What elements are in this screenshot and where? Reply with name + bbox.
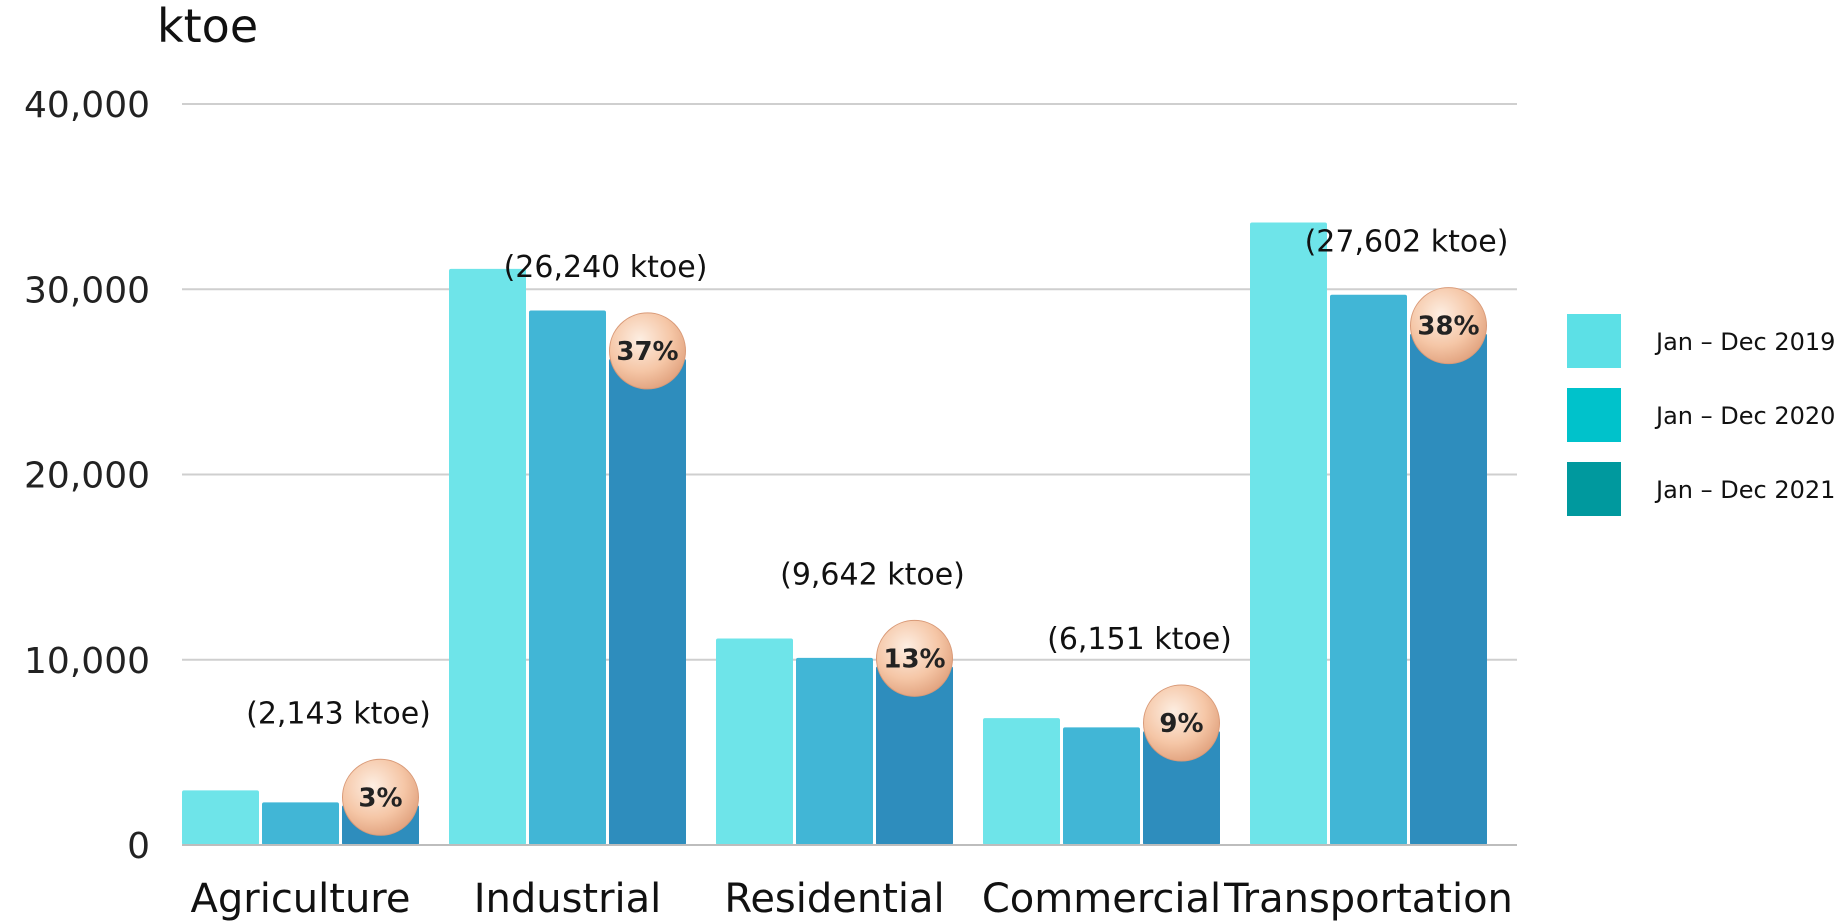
share-label: 9% xyxy=(1159,709,1203,739)
y-tick-label: 0 xyxy=(127,826,150,867)
y-tick-label: 40,000 xyxy=(24,85,150,126)
bar-industrial-3 xyxy=(609,358,686,845)
y-tick-label: 30,000 xyxy=(24,270,150,311)
bar-commercial-1 xyxy=(983,718,1060,845)
bar-agriculture-1 xyxy=(182,790,259,845)
value-annotation: (2,143 ktoe) xyxy=(246,696,431,731)
bars xyxy=(182,222,1487,846)
bar-commercial-3 xyxy=(1143,731,1220,845)
x-tick-label: Transportation xyxy=(1223,876,1513,922)
bar-transportation-2 xyxy=(1330,294,1407,845)
annotations: 3% (2,143 ktoe) 37% (26,240 ktoe) 13% (9,642 … xyxy=(246,225,1508,836)
x-tick-label: Commercial xyxy=(982,876,1221,922)
share-bubble xyxy=(609,312,686,390)
value-annotation: (9,642 ktoe) xyxy=(780,557,965,592)
bar-industrial-1 xyxy=(449,268,526,845)
legend-swatch xyxy=(1567,462,1621,516)
bar-residential-1 xyxy=(716,638,793,845)
y-tick-label: 20,000 xyxy=(24,456,150,497)
y-tick-label: 10,000 xyxy=(24,641,150,682)
legend-swatch xyxy=(1567,388,1621,442)
share-label: 3% xyxy=(358,783,402,813)
x-tick-label: Agriculture xyxy=(191,876,411,922)
share-label: 13% xyxy=(883,644,945,674)
legend-swatch xyxy=(1567,314,1621,368)
share-bubble xyxy=(876,619,953,697)
share-bubble xyxy=(342,758,419,836)
legend-label: Jan – Dec 2020 xyxy=(1654,402,1835,430)
bar-residential-3 xyxy=(876,666,953,845)
share-bubble xyxy=(1410,287,1487,365)
x-tick-label: Residential xyxy=(724,876,944,922)
share-bubble xyxy=(1143,684,1220,762)
x-axis-ticks: Agriculture Industrial Residential Commerci… xyxy=(191,876,1513,922)
legend-label: Jan – Dec 2019 xyxy=(1654,328,1835,356)
y-axis-ticks: 0 10,000 20,000 30,000 40,000 xyxy=(24,85,150,867)
value-annotation: (6,151 ktoe) xyxy=(1047,622,1232,657)
legend-label: Jan – Dec 2021 xyxy=(1654,476,1835,504)
value-annotation: (26,240 ktoe) xyxy=(504,250,708,285)
x-tick-label: Industrial xyxy=(474,876,662,922)
share-label: 37% xyxy=(616,337,678,367)
bar-transportation-3 xyxy=(1410,333,1487,845)
bar-agriculture-2 xyxy=(262,802,339,845)
value-annotation: (27,602 ktoe) xyxy=(1305,225,1509,260)
y-axis-unit-label: ktoe xyxy=(157,0,258,53)
bar-commercial-2 xyxy=(1063,727,1140,845)
share-label: 38% xyxy=(1417,312,1479,342)
legend: Jan – Dec 2019 Jan – Dec 2020 Jan – Dec 20… xyxy=(1567,314,1835,516)
bar-transportation-1 xyxy=(1250,222,1327,845)
bar-residential-2 xyxy=(796,657,873,845)
bar-industrial-2 xyxy=(529,310,606,846)
